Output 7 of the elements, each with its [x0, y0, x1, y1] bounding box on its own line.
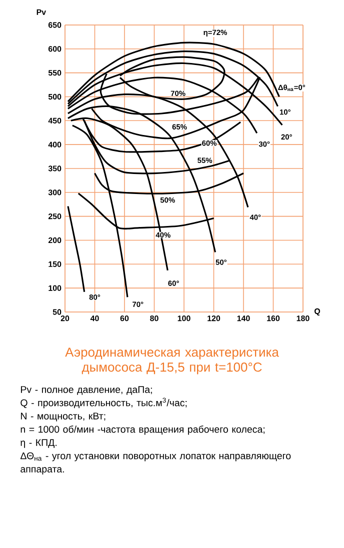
- text: ΔΘ$_{на}$ - угол установки поворотных лопаток направляющего аппарата.: [20, 452, 291, 474]
- text: Аэродинамическая характеристика дымососа Д-15,5 при t=100°C: [65, 348, 279, 374]
- text: Q - производительность, тыс.м$^{3}$/час;: [20, 398, 187, 408]
- text: n = 1000 об/мин -частота вращения рабочего колеса;: [20, 426, 264, 435]
- text: N - мощность, кВт;: [20, 412, 106, 422]
- text: η - КПД.: [20, 439, 57, 448]
- text: Pv - полное давление, даПа;: [20, 386, 152, 395]
